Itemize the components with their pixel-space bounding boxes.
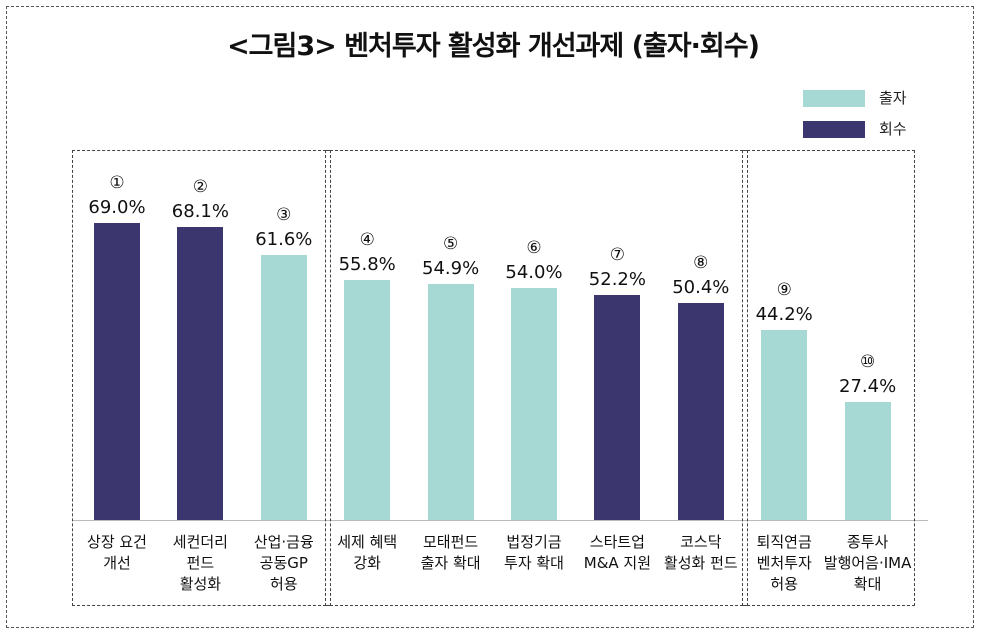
legend-label: 회수 — [879, 120, 907, 138]
data-label: 54.9% — [422, 257, 480, 279]
data-label: 55.8% — [338, 253, 396, 275]
category-label-line: 세제 혜택 — [337, 533, 398, 551]
rank-label: ② — [192, 176, 209, 197]
bar — [594, 295, 641, 520]
category-label-line: 펀드 — [186, 554, 215, 572]
legend-swatch — [803, 121, 865, 138]
category-label-line: 활성화 펀드 — [663, 554, 738, 572]
bar — [677, 303, 724, 520]
category-label: 스타트업 M&A 지원 — [572, 532, 662, 574]
category-label-line: 활성화 — [179, 575, 222, 593]
chart-title: <그림3> 벤처투자 활성화 개선과제 (출자·회수) — [227, 31, 760, 62]
category-label-line: 법정기금 — [506, 533, 562, 551]
category-label-line: 출자 확대 — [420, 554, 481, 572]
legend-swatch — [803, 90, 865, 107]
rank-label: ① — [109, 173, 125, 193]
group-box — [742, 150, 915, 606]
data-label: 61.6% — [255, 228, 313, 250]
rank-label: ⑦ — [609, 245, 626, 266]
data-label: 44.2% — [755, 303, 813, 325]
bar — [344, 279, 391, 520]
bar — [761, 329, 808, 520]
rank-label: ⑨ — [776, 279, 792, 300]
legend-item-출자: 출자 — [803, 87, 907, 108]
bar — [427, 283, 474, 520]
legend-item-회수: 회수 — [803, 118, 907, 139]
bar — [511, 287, 557, 520]
category-label-line: 강화 — [353, 554, 381, 572]
category-label-line: 개선 — [103, 554, 131, 572]
data-label: 69.0% — [88, 197, 146, 218]
data-label: 50.4% — [672, 277, 730, 299]
group-box — [325, 150, 748, 606]
category-label-line: 확대 — [853, 575, 882, 593]
bar — [94, 223, 140, 520]
category-label-line: 허용 — [770, 575, 798, 593]
category-label-line: 벤처투자 — [756, 554, 812, 572]
category-label-line: 허용 — [269, 575, 298, 593]
category-label-line: 산업·금융 — [253, 533, 314, 551]
data-label: 52.2% — [588, 269, 646, 291]
outer-frame — [6, 6, 974, 628]
rank-label: ⑤ — [442, 233, 459, 254]
bar — [844, 402, 891, 520]
category-label-line: 모태펀드 — [422, 533, 479, 551]
bar — [260, 254, 307, 520]
category-label-line: 종투사 — [846, 533, 889, 551]
legend-label: 출자 — [879, 89, 907, 107]
category-label-line: 코스닥 — [680, 533, 722, 551]
rank-label: ⑥ — [526, 237, 542, 258]
category-label-line: 발행어음·IMA — [823, 554, 912, 572]
group-box — [72, 150, 331, 606]
data-label: 68.1% — [171, 200, 229, 222]
rank-label: ⑩ — [859, 352, 876, 373]
x-axis-line — [73, 520, 928, 521]
rank-label: ③ — [276, 204, 292, 225]
category-label-line: 스타트업 — [589, 533, 645, 551]
category-label-line: 세컨더리 — [172, 533, 228, 551]
rank-label: ④ — [359, 229, 375, 250]
category-label-line: 공동GP — [259, 554, 308, 572]
category-label-line: M&A 지원 — [583, 554, 652, 572]
bar — [177, 226, 224, 520]
data-label: 27.4% — [839, 376, 897, 398]
rank-label: ⑧ — [693, 253, 709, 274]
category-label-line: 상장 요건 — [87, 533, 147, 551]
category-label-line: 퇴직연금 — [756, 533, 812, 551]
data-label: 54.0% — [505, 261, 563, 283]
category-label-line: 투자 확대 — [504, 554, 564, 572]
